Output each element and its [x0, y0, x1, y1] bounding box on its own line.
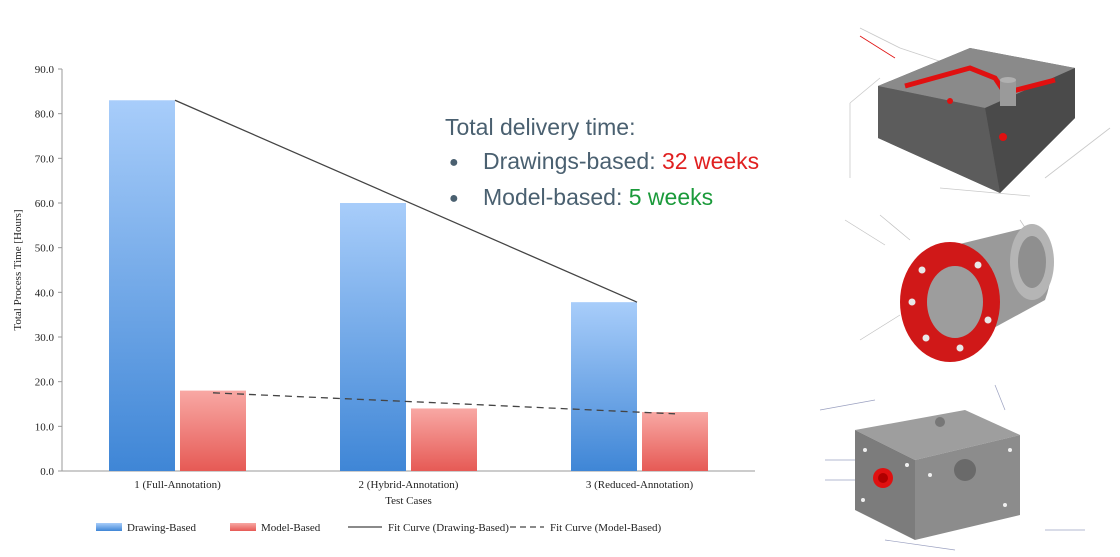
legend-label: Drawing-Based [127, 522, 197, 534]
callout-item-value: 5 weeks [628, 183, 714, 210]
y-tick-label: 40.0 [35, 287, 55, 299]
callout-item-drawings: ● Drawings-based: 32 weeks [445, 144, 759, 180]
callout-item-label: Drawings-based: [483, 148, 656, 174]
bullet-icon: ● [449, 153, 459, 171]
bar-model-based [180, 390, 246, 471]
cube-manifold-part-icon [819, 384, 1085, 551]
y-tick-label: 80.0 [35, 109, 55, 121]
fit-curve-drawing-based [174, 99, 638, 303]
bar-chart: 0.0 10.0 20.0 30.0 40.0 50.0 60.0 70.0 80.0 90.0 T… [12, 64, 755, 534]
x-tick-label: 1 (Full-Annotation) [134, 479, 221, 491]
callout-item-value: 32 weeks [661, 148, 760, 174]
y-tick-label: 50.0 [35, 243, 55, 255]
y-tick-label: 0.0 [40, 466, 54, 478]
bar-model-based [642, 412, 708, 471]
y-axis-label: Total Process Time [Hours] [12, 209, 24, 330]
x-tick-label: 2 (Hybrid-Annotation) [359, 479, 459, 491]
callout-item-model: ● Model-based: 5 weeks [445, 180, 759, 216]
legend-fit-drawing: Fit Curve (Drawing-Based) [348, 522, 509, 534]
x-tick-label: 3 (Reduced-Annotation) [586, 479, 694, 491]
y-tick-label: 10.0 [35, 421, 55, 433]
x-axis-label: Test Cases [385, 495, 432, 507]
legend-model-based: Model-Based [230, 522, 321, 534]
y-tick-label: 20.0 [35, 377, 55, 389]
callout-heading: Total delivery time: [445, 114, 636, 140]
legend-label: Fit Curve (Model-Based) [550, 522, 662, 534]
legend-fit-model: Fit Curve (Model-Based) [510, 522, 662, 534]
callout-item-label: Model-based: [483, 183, 623, 210]
legend-label: Fit Curve (Drawing-Based) [388, 522, 509, 534]
bar-drawing-based [109, 100, 175, 472]
bar-model-based [411, 408, 477, 471]
bar-drawing-based [571, 302, 637, 471]
flanged-cylinder-part-icon [844, 214, 1054, 362]
y-tick-label: 70.0 [35, 153, 55, 165]
delivery-time-callout: Total delivery time: ● Drawings-based: 32… [445, 110, 759, 216]
legend-swatch [230, 523, 256, 531]
machined-block-part-icon [849, 27, 1111, 197]
fit-curve-model-based [212, 392, 676, 415]
legend-drawing-based: Drawing-Based [96, 522, 197, 534]
y-tick-label: 30.0 [35, 332, 55, 344]
bullet-icon: ● [449, 189, 459, 207]
y-tick-label: 90.0 [35, 64, 55, 76]
y-tick-label: 60.0 [35, 198, 55, 210]
legend-swatch [96, 523, 122, 531]
legend-label: Model-Based [261, 522, 321, 534]
bar-drawing-based [340, 203, 406, 471]
